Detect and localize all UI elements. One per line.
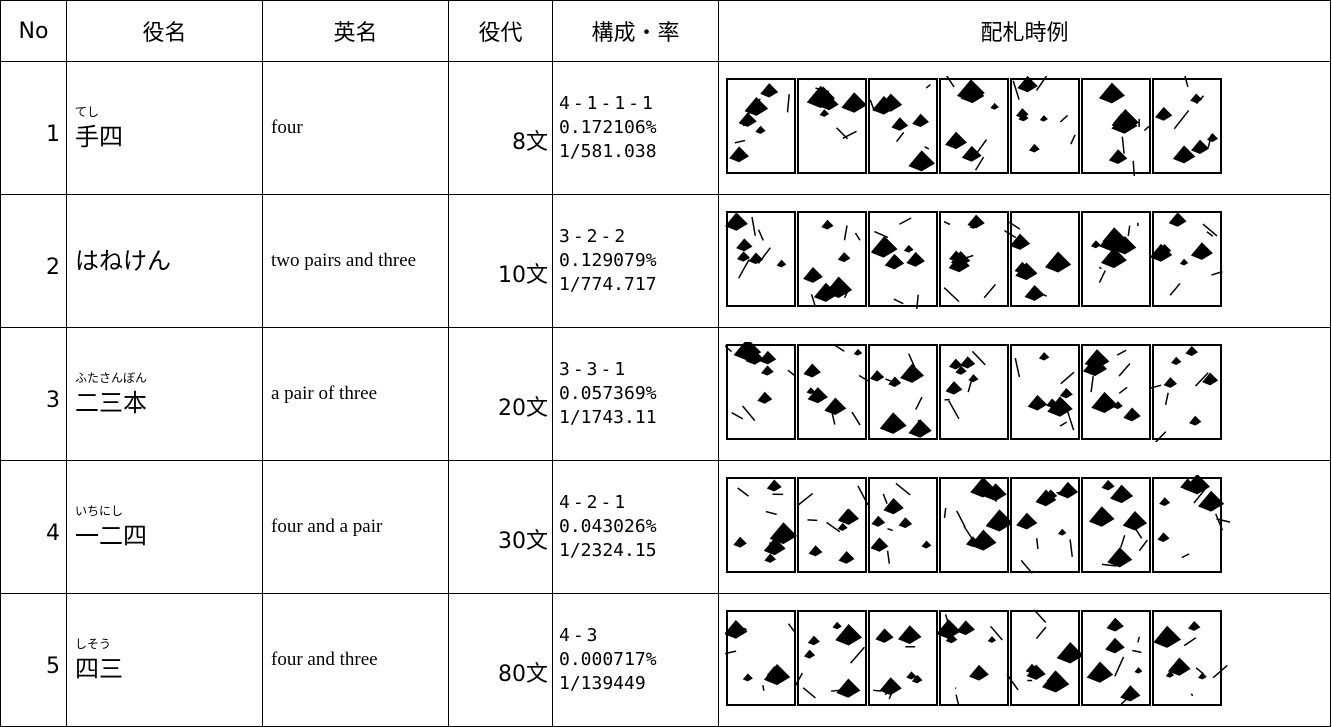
yaku-name: いちにし一二四: [67, 461, 263, 594]
composition: 3-3-1: [559, 358, 718, 382]
rate: 0.172106%: [559, 116, 718, 140]
points: 8文: [449, 62, 553, 195]
row-number: 1: [1, 62, 67, 195]
card-example: [719, 328, 1331, 461]
card-example: [719, 594, 1331, 727]
header-cell: 構成・率: [553, 1, 719, 62]
row-number: 3: [1, 328, 67, 461]
furigana: てし: [75, 104, 262, 120]
furigana: ふたさんぼん: [75, 370, 262, 386]
header-cell: 英名: [263, 1, 449, 62]
card-art: [873, 690, 881, 691]
card-row: [725, 209, 1235, 309]
card-art: [1011, 212, 1079, 306]
card-example: [719, 461, 1331, 594]
rate: 0.057369%: [559, 382, 718, 406]
english-name: two pairs and three: [263, 195, 449, 328]
yaku-kanji: 手四: [75, 122, 262, 152]
composition: 4-1-1-1: [559, 92, 718, 116]
yaku-name: てし手四: [67, 62, 263, 195]
points: 80文: [449, 594, 553, 727]
yaku-name: はねけん: [67, 195, 263, 328]
card-row: [725, 342, 1235, 442]
yaku-name: ふたさんぼん二三本: [67, 328, 263, 461]
english-name: four: [263, 62, 449, 195]
card-art: [869, 212, 937, 306]
rate: 0.000717%: [559, 648, 718, 672]
card-art: [1153, 345, 1221, 439]
composition: 4-2-1: [559, 491, 718, 515]
yaku-kanji: 二三本: [75, 388, 262, 418]
row-number: 4: [1, 461, 67, 594]
card-row: [725, 608, 1235, 708]
card-art: [1153, 611, 1221, 705]
yaku-kanji: 一二四: [75, 521, 262, 551]
header-cell: No: [1, 1, 67, 62]
yaku-name: しそう四三: [67, 594, 263, 727]
header-cell: 役名: [67, 1, 263, 62]
points: 10文: [449, 195, 553, 328]
rate: 0.129079%: [559, 249, 718, 273]
odds: 1/2324.15: [559, 539, 718, 563]
composition: 4-3: [559, 624, 718, 648]
row-number: 5: [1, 594, 67, 727]
english-name: four and a pair: [263, 461, 449, 594]
row-number: 2: [1, 195, 67, 328]
header-cell: 役代: [449, 1, 553, 62]
odds: 1/581.038: [559, 140, 718, 164]
english-name: four and three: [263, 594, 449, 727]
card-art: [798, 79, 866, 173]
odds: 1/139449: [559, 672, 718, 696]
header-cell: 配札時例: [719, 1, 1331, 62]
points: 20文: [449, 328, 553, 461]
card-row: [725, 76, 1235, 176]
furigana: いちにし: [75, 503, 262, 519]
yaku-kanji: 四三: [75, 654, 262, 684]
composition: 3-2-2: [559, 225, 718, 249]
odds: 1/1743.11: [559, 406, 718, 430]
card-art: [798, 478, 866, 572]
page: {"table": { "header": ["No", "役名", "英名",…: [0, 0, 1332, 610]
card-row: [725, 475, 1235, 575]
points: 30文: [449, 461, 553, 594]
furigana: しそう: [75, 636, 262, 652]
yaku-kanji: はねけん: [75, 246, 262, 276]
card-example: [719, 62, 1331, 195]
card-art: [763, 685, 764, 690]
card-art: [955, 688, 956, 689]
odds: 1/774.717: [559, 273, 718, 297]
english-name: a pair of three: [263, 328, 449, 461]
card-example: [719, 195, 1331, 328]
rate: 0.043026%: [559, 515, 718, 539]
card-art: [1011, 79, 1079, 173]
